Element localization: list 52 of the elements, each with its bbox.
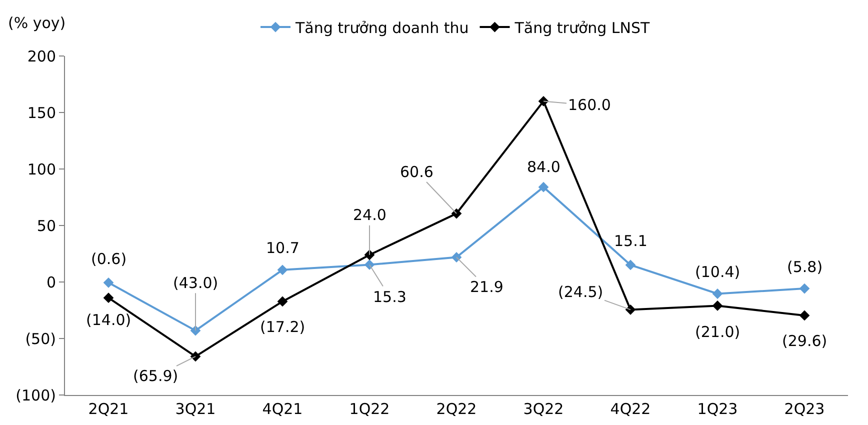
y-tick-label: 150 (27, 104, 56, 122)
y-tick-label: 200 (27, 47, 56, 66)
x-tick-label: 1Q23 (697, 400, 738, 418)
y-tick-label: 0 (46, 273, 56, 292)
point (364, 260, 375, 270)
y-tick-label: 100 (27, 160, 56, 178)
data-label: (43.0) (173, 274, 218, 292)
point (451, 208, 462, 219)
data-label: 160.0 (568, 96, 611, 114)
data-label: (0.6) (91, 250, 127, 268)
point (799, 310, 810, 321)
x-tick-label: 3Q22 (523, 400, 564, 418)
data-label: 15.1 (614, 232, 648, 250)
data-label: (17.2) (260, 318, 306, 336)
x-tick-label: 2Q22 (436, 400, 477, 418)
legend-label: Tăng trưởng doanh thu (294, 18, 469, 37)
point (538, 182, 549, 192)
data-label: 21.9 (470, 278, 504, 296)
point (103, 292, 114, 304)
point (625, 304, 636, 315)
point (799, 283, 810, 294)
y-tick-label: (50) (25, 330, 56, 348)
x-tick-label: 2Q21 (88, 400, 129, 418)
x-tick-label: 4Q21 (262, 400, 303, 418)
data-label: (24.5) (558, 283, 604, 301)
data-label: (29.6) (782, 332, 828, 350)
y-tick-label: 50 (36, 216, 56, 235)
data-label: (14.0) (86, 311, 132, 329)
data-label: 24.0 (353, 206, 386, 224)
data-label: 10.7 (266, 239, 300, 257)
y-tick-label: (100) (16, 386, 56, 404)
point (103, 277, 114, 288)
y-axis-title: (% yoy) (8, 14, 66, 32)
data-label: (21.0) (695, 323, 740, 341)
point (277, 296, 288, 307)
x-tick-label: 2Q23 (784, 400, 825, 418)
data-label: (5.8) (787, 258, 823, 276)
x-tick-label: 3Q21 (175, 400, 216, 418)
data-label: 60.6 (400, 163, 434, 181)
point (538, 96, 549, 106)
data-label: (10.4) (695, 263, 740, 281)
point (625, 260, 636, 270)
point (712, 300, 723, 311)
data-label: (65.9) (133, 367, 178, 385)
x-tick-label: 1Q22 (349, 400, 390, 418)
data-label: 84.0 (527, 158, 560, 176)
point (190, 351, 201, 362)
data-label: 15.3 (373, 288, 406, 306)
legend-label: Tăng trưởng LNST (514, 18, 651, 37)
point (712, 288, 723, 299)
point (277, 264, 288, 276)
x-tick-label: 4Q22 (610, 400, 651, 418)
